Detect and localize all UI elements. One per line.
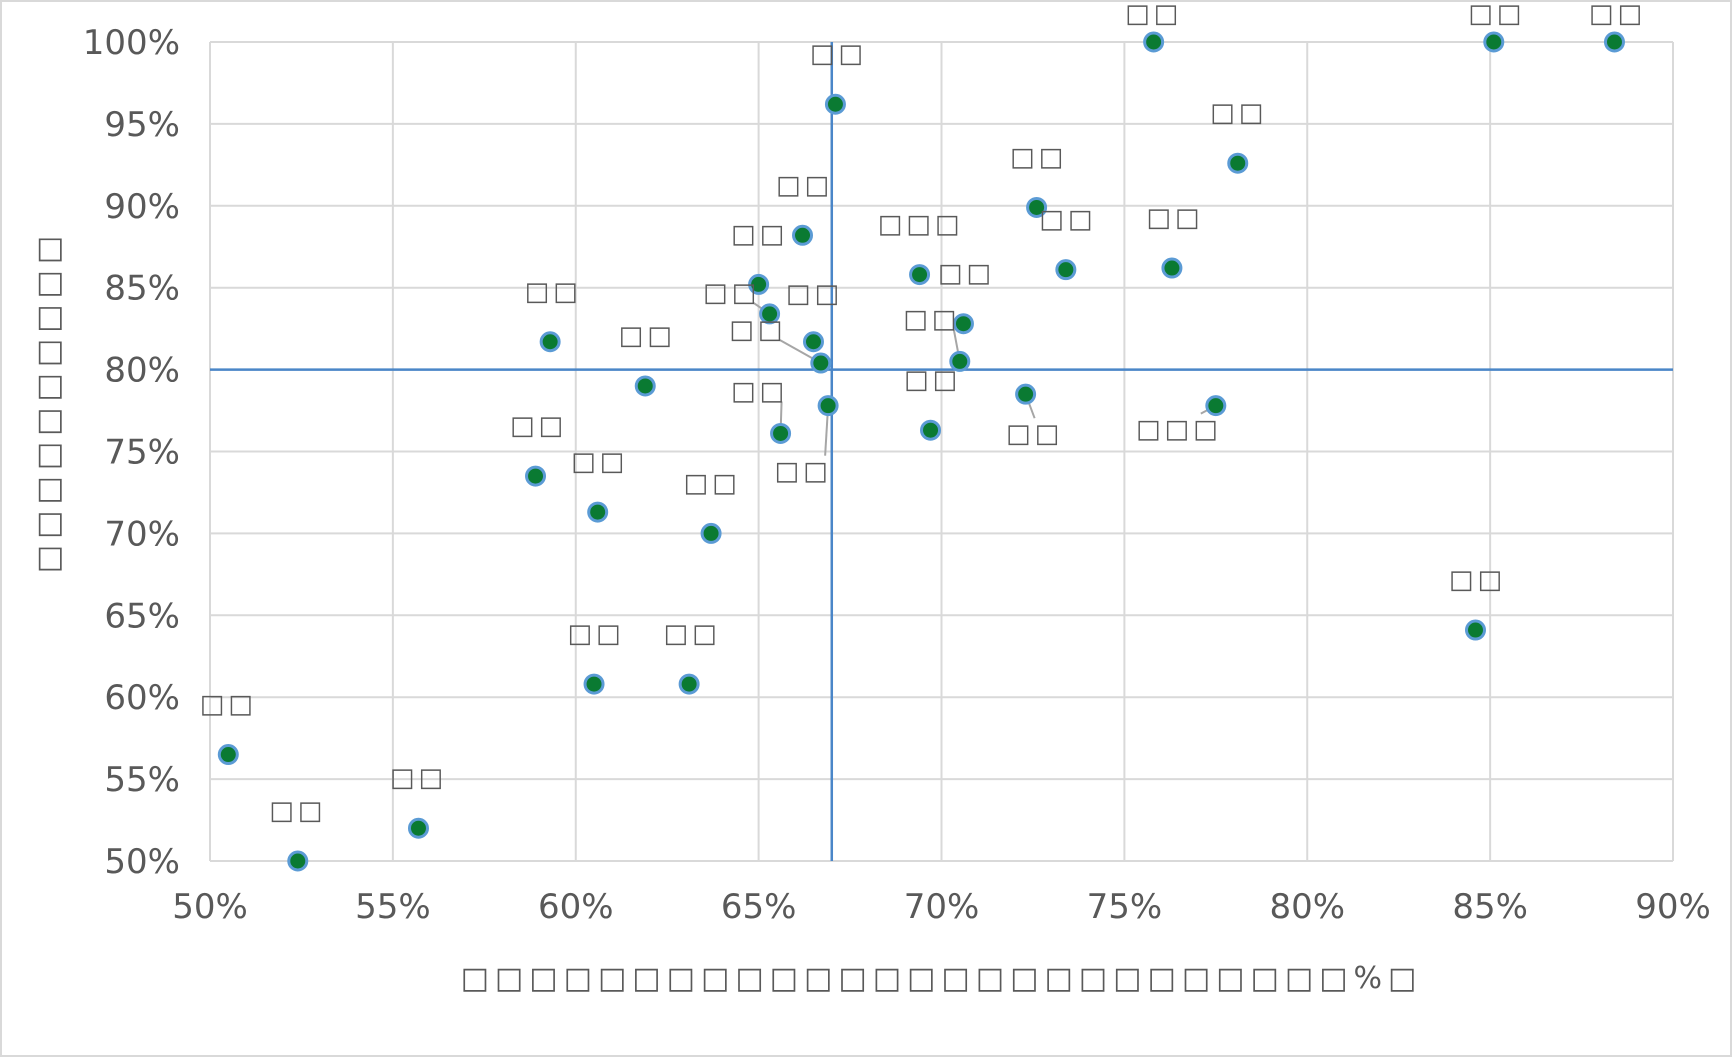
y-tick-label: 60% [104,678,180,718]
data-point-label: □□ [903,304,960,334]
data-point [810,352,832,374]
data-point-label: □□ [729,315,786,345]
data-point [583,673,605,695]
data-point [909,264,931,286]
data-point [759,303,781,325]
data-point-label: □□ [731,376,788,406]
data-point-label: □□ [731,219,788,249]
x-tick-label: 65% [721,887,797,927]
gridlines [209,41,1674,862]
data-point-label: □□ [567,619,624,649]
y-axis-title: □□□□□□□□□□ [31,230,66,573]
data-point [792,224,814,246]
y-tick-label: 55% [104,760,180,800]
x-tick-label: 75% [1087,887,1163,927]
data-point-label: □□ [904,365,961,395]
data-point-label: □□□ [878,210,964,240]
x-axis-title: □□□□□□□□□□□□□□□□□□□□□□□□□□%□ [461,961,1423,996]
data-point-label: □□□ [1136,415,1222,445]
data-point [802,331,824,353]
data-point [525,465,547,487]
y-tick-label: 85% [104,269,180,309]
data-point [539,331,561,353]
data-point-label: □□ [1010,142,1067,172]
data-point [748,273,770,295]
data-point-label: □□ [525,277,582,307]
data-point-label: □□ [1146,203,1203,233]
data-point-label: □□ [703,278,760,308]
data-point [1483,31,1505,53]
reference-lines [210,42,1673,861]
data-point-label: □□ [684,468,741,498]
data-point-label: □□ [810,39,867,69]
data-point [1227,152,1249,174]
data-point [949,350,971,372]
data-point-label: □□ [938,259,995,289]
data-point [634,375,656,397]
data-point [1161,257,1183,279]
data-point-label: □□ [1210,98,1267,128]
data-point [700,522,722,544]
x-tick-label: 55% [355,887,431,927]
tick-labels: 50% 55% 60% 65% 70% 75% 80% 85% 90% 50% 55% 60% 65% 7… [83,23,1711,927]
x-tick-label: 60% [538,887,614,927]
data-point-label: □□ [1589,0,1646,29]
y-tick-label: 75% [104,433,180,473]
data-point [678,673,700,695]
data-point-label: □□ [269,796,326,826]
x-tick-label: 50% [172,887,248,927]
data-point [817,395,839,417]
data-point [1143,31,1165,53]
data-point [407,817,429,839]
y-tick-label: 90% [104,187,180,227]
data-point [1603,31,1625,53]
x-tick-label: 85% [1452,887,1528,927]
data-point-label: □□ [664,619,721,649]
data-point-label: □□ [1006,419,1063,449]
data-point [1464,619,1486,641]
x-tick-label: 90% [1635,887,1711,927]
data-point [920,419,942,441]
x-tick-label: 80% [1269,887,1345,927]
data-point-label: □□ [1468,0,1525,29]
data-point-label: □□ [1125,0,1182,29]
data-point [287,850,309,872]
y-tick-label: 80% [104,351,180,391]
data-point [1026,196,1048,218]
data-point-label: □□ [775,457,832,487]
data-points [217,31,1625,872]
data-point [587,501,609,523]
data-point [217,744,239,766]
data-point-label: □□ [786,279,843,309]
data-point [770,422,792,444]
data-point [952,313,974,335]
data-point-label: □□ [390,763,447,793]
y-tick-label: 65% [104,596,180,636]
data-point [1205,395,1227,417]
data-point-label: □□ [510,411,567,441]
data-point-label: □□ [776,170,833,200]
y-tick-label: 100% [83,23,180,63]
y-tick-label: 95% [104,105,180,145]
x-tick-label: 70% [904,887,980,927]
data-point [1055,259,1077,281]
data-point [1015,383,1037,405]
y-tick-label: 70% [104,514,180,554]
y-tick-label: 50% [104,842,180,882]
data-point-label: □□ [200,690,257,720]
data-point-label: □□ [1449,565,1506,595]
data-point [824,93,846,115]
data-labels: □□□□□□□□□□□□□□□□□□□□□□□□□□□□□□□□□□□□□□□□… [200,0,1646,826]
data-point-label: □□ [571,447,628,477]
data-point-label: □□ [1039,205,1096,235]
data-point-label: □□ [619,321,676,351]
